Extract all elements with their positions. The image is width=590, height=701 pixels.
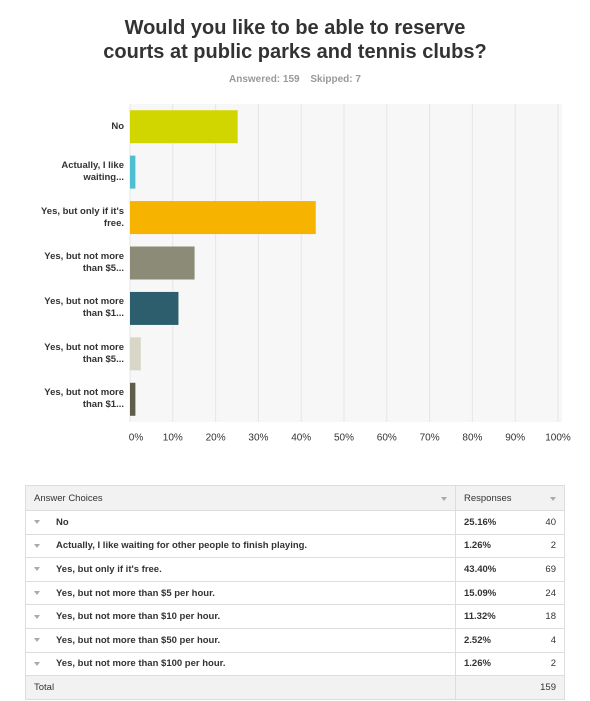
y-tick-label: Yes, but not more than $1... [44,296,124,320]
choice-text: Actually, I like waiting for other peopl… [56,540,308,552]
response-table: Answer Choices Responses No 25.16% 40 Actua… [25,485,565,700]
choice-cell: Yes, but not more than $100 per hour. [25,651,456,677]
table-row: Yes, but not more than $100 per hour. 1.2… [25,651,565,677]
x-tick-label: 40% [291,433,311,444]
chart: 0% 10% 20% 30% 40% 50% 60% 70% 80% 90% 100% [129,104,571,444]
table-row: Yes, but not more than $10 per hour. 11.3… [25,604,565,629]
choice-cell: Yes, but not more than $5 per hour. [25,580,456,606]
bar [130,155,136,189]
table-row: Yes, but not more than $5 per hour. 15.09… [25,580,565,606]
plot-area [130,104,562,422]
bar [130,382,136,416]
choice-text: Yes, but not more than $50 per hour. [56,634,221,646]
x-tick-label: 80% [462,433,482,444]
percent-cell: 1.26% [455,533,526,559]
table-row: Actually, I like waiting for other peopl… [25,533,565,559]
y-tick-label: Yes, but only if it's free. [40,205,124,229]
answered: Answered: 159 [229,74,300,85]
count-cell: 40 [526,510,565,535]
skipped: Skipped: 7 [310,74,361,85]
x-tick-label: 20% [206,433,226,444]
percent-cell: 11.32% [455,604,526,629]
x-tick-label: 60% [377,433,397,444]
total-label: Total [25,675,456,700]
choice-text: Yes, but not more than $10 per hour. [56,611,221,623]
count-cell: 24 [526,580,565,606]
header-choices: Answer Choices [25,485,456,511]
choice-cell: Yes, but not more than $10 per hour. [25,604,456,629]
count-cell: 4 [526,627,565,653]
percent-cell: 1.26% [455,651,526,677]
table-row: Yes, but not more than $50 per hour. 2.52… [25,627,565,653]
count-cell: 2 [526,533,565,559]
bar [130,110,238,144]
count-cell: 2 [526,651,565,677]
x-tick-label: 0% [129,433,144,444]
y-tick-label: No [111,120,124,132]
percent-cell: 2.52% [455,627,526,653]
total-spacer [455,675,526,700]
count-cell: 18 [526,604,565,629]
x-tick-label: 10% [163,433,183,444]
total-row: Total 159 [25,675,565,700]
table-row: Yes, but only if it's free. 43.40% 69 [25,557,565,582]
chart-title: Would you like to be able to reserve cou… [103,17,487,63]
response-summary: Answered: 159 Skipped: 7 [0,74,590,85]
choice-text: Yes, but not more than $5 per hour. [56,587,215,599]
y-tick-label: Yes, but not more than $5... [44,251,124,274]
bar [130,291,179,325]
percent-cell: 43.40% [455,557,526,582]
x-tick-label: 50% [334,433,354,444]
choice-cell: Yes, but not more than $50 per hour. [25,627,456,653]
percent-cell: 25.16% [455,510,526,535]
choice-text: No [56,516,69,528]
choice-cell: No [25,510,456,535]
x-tick-label: 90% [505,433,525,444]
choice-cell: Yes, but only if it's free. [25,557,456,582]
table-row: No 25.16% 40 [25,510,565,535]
count-cell: 69 [526,557,565,582]
y-tick-label: Actually, I like waiting... [61,160,124,184]
total-count: 159 [526,675,565,700]
header-responses: Responses [455,485,565,511]
bar [130,201,316,235]
x-tick-label: 70% [420,433,440,444]
bar [130,246,195,280]
x-tick-label: 30% [248,433,268,444]
x-tick-label: 100% [545,433,571,444]
y-tick-label: Yes, but not more than $5... [44,341,124,365]
percent-cell: 15.09% [455,580,526,606]
choice-text: Yes, but not more than $100 per hour. [56,658,226,670]
choice-cell: Actually, I like waiting for other peopl… [25,533,456,559]
bar [130,337,141,371]
y-tick-label: Yes, but not more than $1... [44,387,124,411]
choice-text: Yes, but only if it's free. [56,563,162,575]
